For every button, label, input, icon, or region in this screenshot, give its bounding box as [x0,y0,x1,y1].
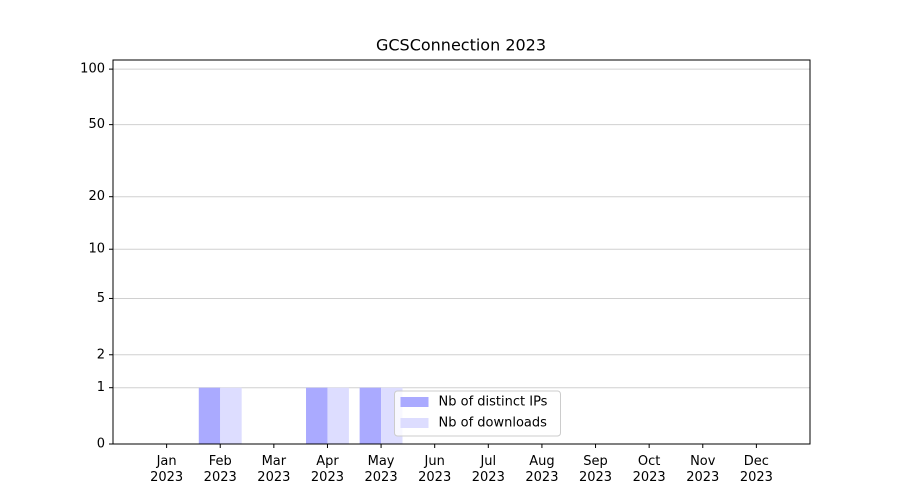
x-tick-label: Apr 2023 [311,454,344,485]
y-tick-label: 10 [88,242,105,257]
y-tick-label: 2 [97,347,105,362]
y-tick-label: 20 [88,189,105,204]
legend-label: Nb of distinct IPs [439,395,548,410]
chart-title: GCSConnection 2023 [376,36,546,55]
x-tick-label: Aug 2023 [525,454,558,485]
x-tick-label: Jul 2023 [472,454,505,485]
x-tick-label: Nov 2023 [686,454,719,485]
x-tick-label: Mar 2023 [257,454,290,485]
plot-frame [112,59,811,445]
legend-swatch [400,418,429,428]
bar [306,387,328,444]
x-tick-label: Feb 2023 [204,454,237,485]
y-tick-label: 50 [88,117,105,132]
legend-box [394,390,561,437]
x-tick-label: Sep 2023 [579,454,612,485]
bar [198,387,221,444]
bar [220,387,242,444]
x-tick-label: Dec 2023 [740,454,773,485]
bar [359,387,382,444]
x-tick-label: Jun 2023 [418,454,451,485]
legend-label: Nb of downloads [439,416,548,431]
legend-swatch [400,397,429,407]
y-tick-label: 100 [80,62,105,77]
y-tick-label: 0 [97,437,105,452]
bar [327,387,349,444]
x-tick-label: Oct 2023 [633,454,666,485]
x-tick-label: Jan 2023 [150,454,183,485]
y-tick-label: 5 [97,291,105,306]
y-tick-label: 1 [97,380,105,395]
x-tick-label: May 2023 [365,454,398,485]
